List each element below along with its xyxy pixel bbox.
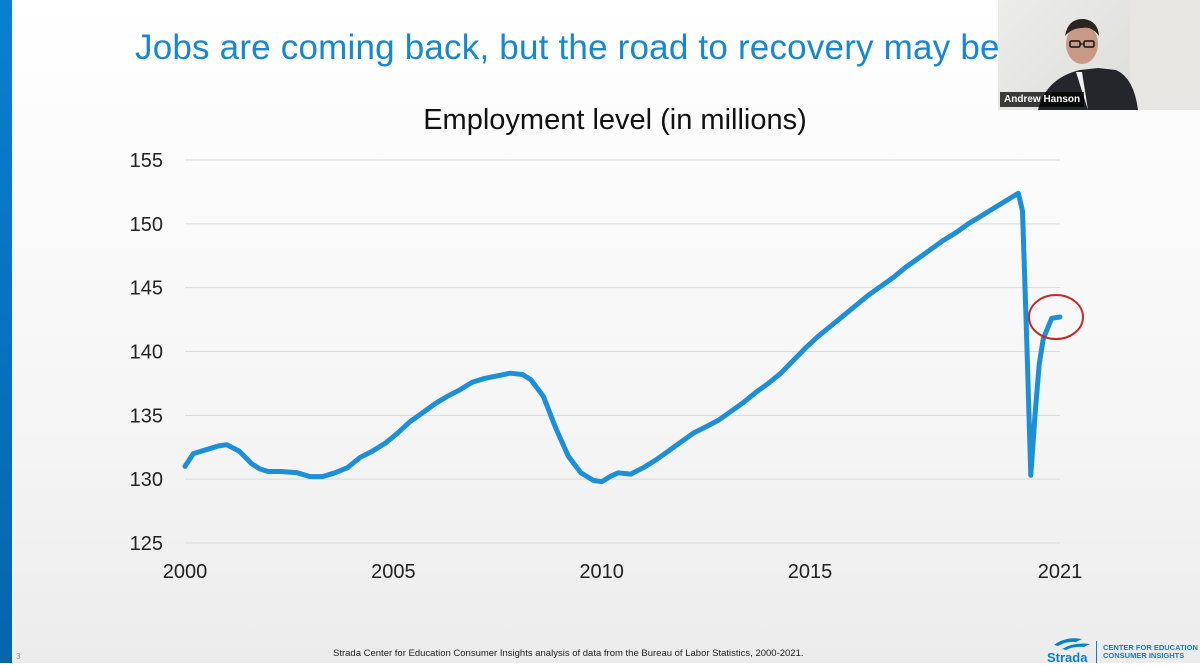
x-axis-tick-labels: 2000 2005 2010 2015 2021: [163, 561, 1083, 583]
logo-wordmark: Strada: [1047, 650, 1088, 665]
y-tick-label-135: 135: [130, 405, 163, 427]
chart-annotation-layer: [1028, 294, 1084, 341]
logo-tagline-line-1: CENTER FOR EDUCATION: [1103, 643, 1198, 652]
highlight-circle-annotation: [1028, 294, 1084, 341]
speaker-name-label: Andrew Hanson: [1000, 92, 1085, 107]
source-footnote: Strada Center for Education Consumer Ins…: [333, 648, 804, 659]
x-tick-label-2000: 2000: [163, 561, 208, 583]
y-tick-label-140: 140: [130, 342, 163, 364]
y-axis-tick-labels: 125 130 135 140 145 150 155: [130, 150, 163, 555]
logo-divider: [1096, 641, 1097, 663]
y-tick-label-155: 155: [130, 150, 163, 172]
video-background-wall: [1130, 0, 1200, 110]
speaker-silhouette: [1038, 18, 1138, 110]
slide-background: [12, 0, 1200, 663]
y-tick-label-130: 130: [130, 469, 163, 491]
logo-tagline-line-2: CONSUMER INSIGHTS: [1103, 651, 1185, 660]
employment-series-line-0: [182, 190, 1063, 485]
x-tick-label-2015: 2015: [788, 561, 833, 583]
y-tick-label-125: 125: [130, 533, 163, 555]
strada-logo: Strada CENTER FOR EDUCATION CONSUMER INS…: [1044, 636, 1198, 665]
chart-title: Employment level (in millions): [423, 104, 807, 136]
x-tick-label-2010: 2010: [579, 561, 624, 583]
page-number: 3: [16, 652, 21, 661]
slide-headline: Jobs are coming back, but the road to re…: [135, 28, 1000, 67]
y-tick-label-145: 145: [130, 278, 163, 300]
chart-gridlines: [185, 159, 1060, 544]
x-tick-label-2021: 2021: [1038, 561, 1083, 583]
y-tick-label-150: 150: [130, 214, 163, 236]
chart-series-layer: [182, 190, 1063, 485]
logo-tagline: CENTER FOR EDUCATION CONSUMER INSIGHTS: [1103, 644, 1198, 660]
strada-logo-mark-icon: [1054, 638, 1090, 650]
speaker-video-tile[interactable]: Andrew Hanson: [998, 0, 1200, 110]
x-tick-label-2005: 2005: [371, 561, 416, 583]
slide-left-accent-bar: [0, 0, 12, 663]
